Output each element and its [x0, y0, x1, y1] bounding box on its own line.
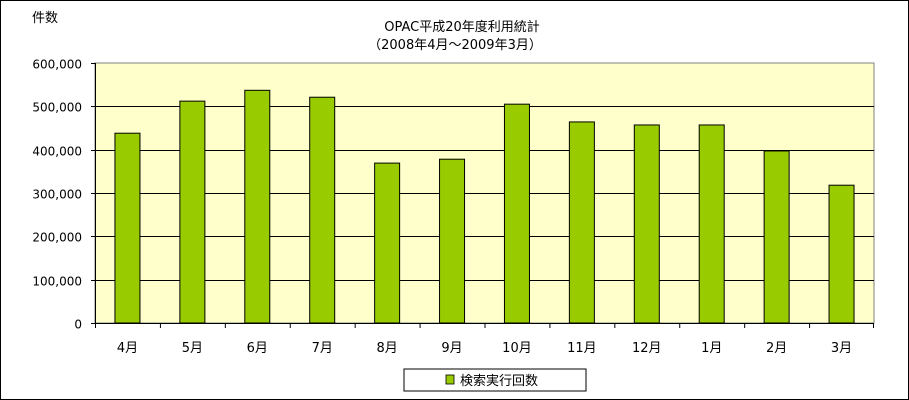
bar-10: [698, 124, 725, 324]
bar-4: [309, 96, 336, 324]
legend-swatch: [445, 374, 455, 385]
y-tick-label: 400,000: [32, 145, 82, 159]
bar-12: [828, 184, 855, 324]
x-tick-label: 12月: [632, 341, 662, 356]
y-tick-label: 500,000: [32, 101, 82, 115]
x-tick-label: 2月: [766, 341, 787, 356]
x-tick-label: 7月: [312, 341, 333, 356]
x-axis-ticks: 4月 5月 6月 7月 8月 9月 10月 11月 12月 1月 2月 3月: [95, 63, 874, 356]
x-tick-label: 1月: [701, 341, 722, 356]
y-tick-label: 300,000: [32, 188, 82, 202]
y-axis-ticks: 0 100,000 200,000 300,000 400,000 500,000 600,…: [32, 58, 95, 332]
bar-6: [439, 158, 466, 324]
bar-11: [763, 150, 790, 324]
chart-subtitle: （2008年4月～2009年3月）: [368, 38, 542, 53]
bar-1: [114, 132, 141, 324]
x-tick-label: 9月: [441, 341, 462, 356]
y-tick-label: 100,000: [32, 275, 82, 289]
x-tick-label: 11月: [567, 341, 597, 356]
x-tick-label: 6月: [247, 341, 268, 356]
legend-label: 検索実行回数: [460, 373, 538, 389]
x-tick-label: 5月: [182, 341, 203, 356]
x-tick-label: 8月: [376, 341, 397, 356]
bar-2: [179, 100, 206, 324]
y-axis-label: 件数: [32, 11, 58, 26]
bar-9: [633, 124, 660, 324]
bar-8: [568, 121, 595, 324]
bars: [114, 89, 855, 324]
bar-5: [374, 162, 401, 324]
bar-3: [244, 89, 271, 324]
y-tick-label: 200,000: [32, 231, 82, 245]
legend-box: [403, 368, 587, 392]
gridlines: [95, 106, 874, 281]
y-tick-label: 0: [74, 318, 82, 332]
chart-title: OPAC平成20年度利用統計: [384, 19, 540, 35]
legend: 検索実行回数: [403, 368, 587, 392]
x-tick-label: 4月: [117, 341, 138, 356]
x-tick-label: 10月: [502, 341, 532, 356]
bar-7: [503, 103, 530, 324]
x-tick-label: 3月: [831, 341, 852, 356]
y-tick-label: 600,000: [32, 58, 82, 72]
